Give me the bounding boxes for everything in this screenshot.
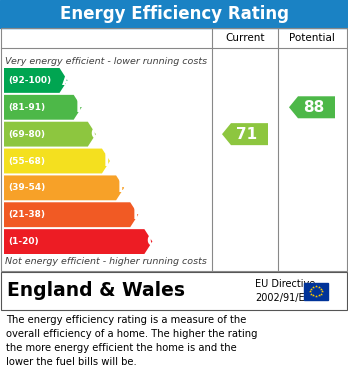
Text: (92-100): (92-100)	[8, 76, 51, 85]
Text: C: C	[90, 127, 101, 142]
Text: (55-68): (55-68)	[8, 156, 45, 165]
Polygon shape	[4, 122, 96, 147]
Text: Not energy efficient - higher running costs: Not energy efficient - higher running co…	[5, 256, 207, 265]
Bar	[1, 272, 347, 310]
Polygon shape	[4, 176, 124, 200]
Polygon shape	[4, 229, 152, 254]
Text: 88: 88	[303, 100, 325, 115]
Text: (69-80): (69-80)	[8, 130, 45, 139]
Polygon shape	[4, 95, 82, 120]
Bar	[0, 0, 348, 28]
Text: E: E	[118, 180, 128, 196]
Polygon shape	[4, 202, 138, 227]
Polygon shape	[289, 96, 335, 118]
Text: F: F	[132, 207, 143, 222]
Text: G: G	[147, 234, 159, 249]
Text: D: D	[104, 154, 117, 169]
Text: EU Directive
2002/91/EC: EU Directive 2002/91/EC	[255, 280, 315, 303]
Text: A: A	[62, 73, 73, 88]
Text: 71: 71	[236, 127, 258, 142]
Text: Energy Efficiency Rating: Energy Efficiency Rating	[60, 5, 288, 23]
Polygon shape	[4, 149, 110, 174]
Text: (81-91): (81-91)	[8, 103, 45, 112]
Text: (21-38): (21-38)	[8, 210, 45, 219]
Text: Very energy efficient - lower running costs: Very energy efficient - lower running co…	[5, 57, 207, 66]
Text: Potential: Potential	[289, 33, 335, 43]
Text: (1-20): (1-20)	[8, 237, 39, 246]
Text: (39-54): (39-54)	[8, 183, 45, 192]
Bar	[304, 283, 328, 300]
Text: Current: Current	[225, 33, 265, 43]
Polygon shape	[222, 123, 268, 145]
Bar	[1, 28, 347, 271]
Text: England & Wales: England & Wales	[7, 282, 185, 301]
Text: The energy efficiency rating is a measure of the
overall efficiency of a home. T: The energy efficiency rating is a measur…	[6, 315, 258, 367]
Polygon shape	[4, 68, 68, 93]
Text: B: B	[76, 100, 87, 115]
